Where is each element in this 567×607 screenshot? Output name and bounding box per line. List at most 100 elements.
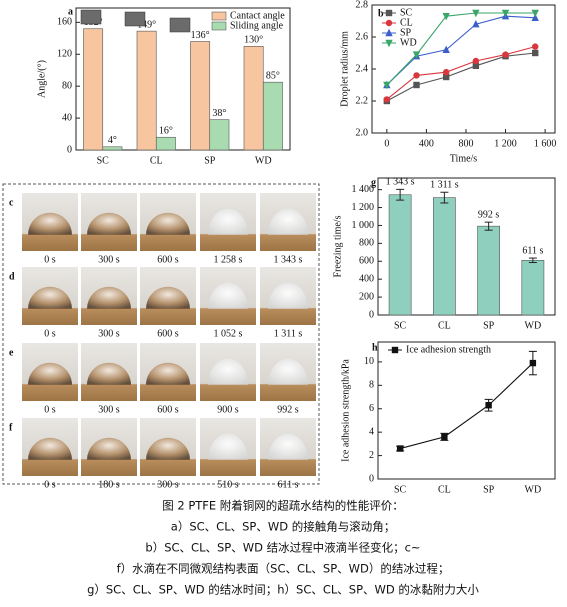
value-label: 992 s <box>478 209 500 220</box>
legend-label: Ice adhesion strength <box>406 344 491 355</box>
legend-label: WD <box>400 37 417 48</box>
y-tick-label: 10 <box>364 356 374 367</box>
y-tick-label: 2.2 <box>356 95 369 106</box>
droplet <box>87 286 131 309</box>
y-axis-label: Ice adhesion strength/kPa <box>340 359 351 462</box>
series-line <box>399 362 534 450</box>
y-tick-label: 1 200 <box>352 202 375 213</box>
sem-inset <box>169 17 191 33</box>
photo-time: 600 s <box>157 254 179 265</box>
photo-time: 992 s <box>277 404 299 415</box>
panel-label: a <box>68 6 73 17</box>
panel-label: b <box>378 8 384 19</box>
plot-frame <box>75 7 291 151</box>
x-tick-label: SC <box>394 320 407 331</box>
data-point <box>472 57 480 65</box>
caption-line: f）水滴在不同微观结构表面（SC、CL、SP、WD）的结冰过程； <box>117 562 450 576</box>
y-tick-label: 160 <box>57 17 72 28</box>
photo-time: 611 s <box>277 479 298 490</box>
x-tick-label: CL <box>150 155 163 166</box>
droplet <box>146 437 190 460</box>
y-tick-label: 2.8 <box>356 0 369 10</box>
bar <box>262 81 283 151</box>
droplet <box>268 208 308 235</box>
x-tick-label: 1 600 <box>534 138 557 149</box>
value-label: 611 s <box>522 245 543 256</box>
x-tick-label: 400 <box>419 138 434 149</box>
value-label: 1 343 s <box>386 177 415 188</box>
bar <box>190 41 211 151</box>
x-tick-label: SC <box>97 155 110 166</box>
y-tick-label: 0 <box>67 144 72 155</box>
legend-swatch <box>211 21 227 31</box>
y-axis-label: Angle/(°) <box>36 60 47 98</box>
row-label: c <box>9 197 14 208</box>
y-tick-label: 8 <box>369 380 374 391</box>
data-point <box>531 9 539 18</box>
data-point <box>485 402 492 409</box>
droplet <box>87 437 131 460</box>
photo-time: 1 258 s <box>214 254 243 265</box>
droplet <box>208 208 248 235</box>
photo-time: 1 052 s <box>214 328 243 339</box>
legend-marker <box>385 19 393 27</box>
data-point <box>472 62 480 69</box>
caption-line: 图 2 PTFE 附着铜网的超疏水结构的性能评价： <box>162 499 404 513</box>
photo-time: 900 s <box>217 404 239 415</box>
photo-time: 300 s <box>157 479 179 490</box>
value-label: 4° <box>108 135 117 146</box>
legend-marker <box>385 9 393 17</box>
droplet <box>28 286 72 309</box>
value-label: 149° <box>137 19 156 30</box>
x-tick-label: 0 <box>384 138 389 149</box>
x-tick-label: SP <box>204 155 216 166</box>
value-label: 38° <box>212 108 226 119</box>
droplet <box>28 362 72 385</box>
droplet <box>28 212 72 235</box>
droplet <box>208 358 248 385</box>
y-tick-label: 2.4 <box>356 63 369 74</box>
legend-label: SC <box>400 7 413 18</box>
photo-time: 180 s <box>98 479 120 490</box>
legend-label: Sliding angle <box>230 20 284 31</box>
series-line <box>386 12 536 86</box>
photo-time: 300 s <box>98 328 120 339</box>
x-tick-label: WD <box>525 320 542 331</box>
y-tick-label: 4 <box>369 426 374 437</box>
series-line <box>386 52 536 102</box>
y-tick-label: 120 <box>57 49 72 60</box>
legend-marker <box>385 39 393 48</box>
data-point <box>412 51 421 59</box>
x-tick-label: SC <box>394 484 407 495</box>
legend-marker <box>391 346 399 354</box>
row-label: e <box>9 347 14 358</box>
legend-label: Cantact angle <box>230 10 285 21</box>
bar <box>243 45 264 151</box>
photo-time: 600 s <box>157 404 179 415</box>
value-label: 136° <box>191 30 210 41</box>
droplet <box>87 212 131 235</box>
photo-time: 600 s <box>157 328 179 339</box>
plot-frame <box>377 341 556 480</box>
y-tick-label: 1 000 <box>352 220 375 231</box>
droplet <box>87 362 131 385</box>
droplet <box>146 286 190 309</box>
data-point <box>413 72 420 79</box>
bar <box>102 146 123 151</box>
bar <box>209 119 230 151</box>
y-tick-label: 80 <box>62 80 72 91</box>
sem-inset <box>124 11 146 27</box>
y-tick-label: 2.6 <box>356 31 369 42</box>
x-tick-label: WD <box>255 155 272 166</box>
caption-line: g）SC、CL、SP、WD 的结冰时间；h）SC、CL、SP、WD 的冰黏附力大… <box>87 583 479 597</box>
x-tick-label: CL <box>438 484 451 495</box>
sem-inset <box>80 9 102 25</box>
bar <box>388 194 412 316</box>
droplet <box>208 282 248 309</box>
photo-time: 1 343 s <box>274 254 303 265</box>
plot-frame <box>377 177 556 316</box>
y-tick-label: 2 <box>369 450 374 461</box>
droplet <box>268 433 308 460</box>
